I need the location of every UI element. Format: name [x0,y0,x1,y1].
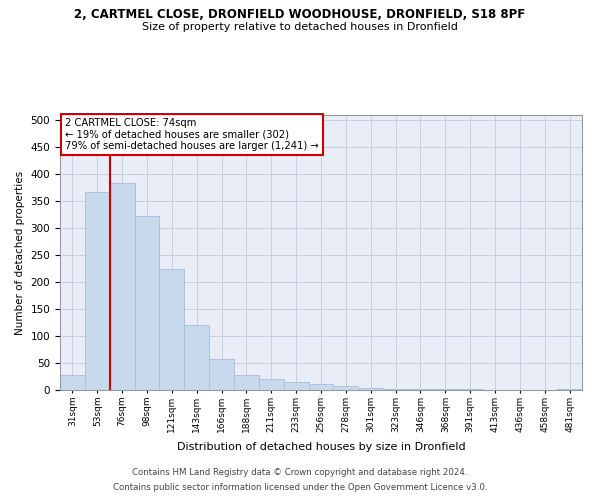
Bar [209,360,234,390]
Bar [234,375,259,390]
Bar [60,375,85,390]
Bar [308,384,334,390]
Text: Distribution of detached houses by size in Dronfield: Distribution of detached houses by size … [176,442,466,452]
Bar [259,379,284,390]
Bar [134,216,160,390]
Y-axis label: Number of detached properties: Number of detached properties [15,170,25,334]
Text: Contains public sector information licensed under the Open Government Licence v3: Contains public sector information licen… [113,483,487,492]
Bar [184,326,209,390]
Bar [557,389,582,390]
Bar [160,268,184,390]
Text: 2, CARTMEL CLOSE, DRONFIELD WOODHOUSE, DRONFIELD, S18 8PF: 2, CARTMEL CLOSE, DRONFIELD WOODHOUSE, D… [74,8,526,20]
Text: Contains HM Land Registry data © Crown copyright and database right 2024.: Contains HM Land Registry data © Crown c… [132,468,468,477]
Bar [85,192,110,390]
Bar [358,388,383,390]
Bar [383,389,408,390]
Bar [284,382,308,390]
Text: Size of property relative to detached houses in Dronfield: Size of property relative to detached ho… [142,22,458,32]
Text: 2 CARTMEL CLOSE: 74sqm
← 19% of detached houses are smaller (302)
79% of semi-de: 2 CARTMEL CLOSE: 74sqm ← 19% of detached… [65,118,319,151]
Bar [110,184,134,390]
Bar [334,386,358,390]
